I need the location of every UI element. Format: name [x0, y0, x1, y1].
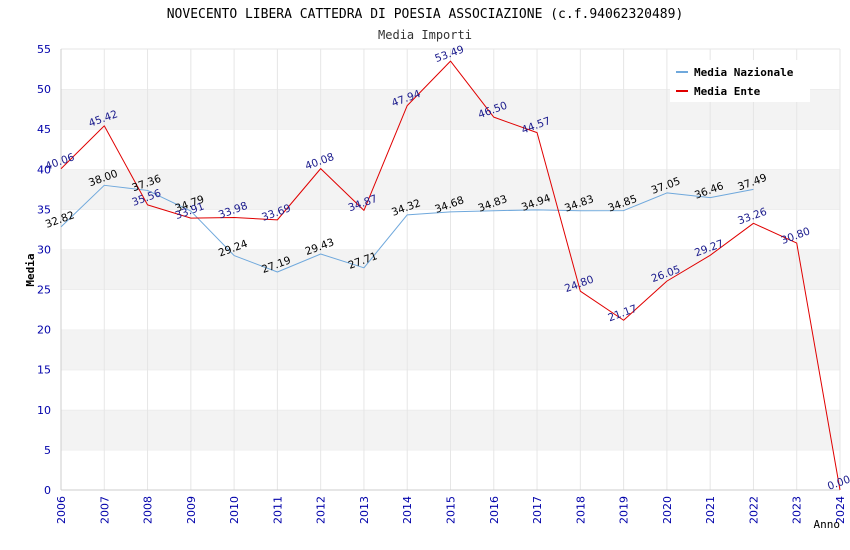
y-tick-label: 25 — [37, 284, 51, 297]
y-tick-label: 50 — [37, 83, 51, 96]
legend-label: Media Nazionale — [694, 66, 794, 79]
y-tick-label: 55 — [37, 43, 51, 56]
y-tick-label: 45 — [37, 123, 51, 136]
legend: Media Nazionale Media Ente — [670, 60, 810, 102]
x-tick-label: 2019 — [618, 496, 631, 524]
x-tick-label: 2022 — [747, 496, 760, 524]
x-tick-label: 2018 — [574, 496, 587, 524]
x-tick-label: 2014 — [401, 496, 414, 524]
x-tick-label: 2008 — [142, 496, 155, 524]
y-tick-label: 20 — [37, 324, 51, 337]
x-axis-label: Anno — [814, 518, 841, 531]
y-tick-label: 5 — [44, 444, 51, 457]
chart-title: NOVECENTO LIBERA CATTEDRA DI POESIA ASSO… — [167, 7, 684, 22]
x-tick-label: 2010 — [228, 496, 241, 524]
x-tick-label: 2024 — [834, 496, 847, 524]
y-tick-label: 40 — [37, 163, 51, 176]
x-tick-label: 2013 — [358, 496, 371, 524]
x-tick-label: 2016 — [488, 496, 501, 524]
x-tick-labels: 2006 2007 2008 2009 2010 2011 2012 2013 2014 2015… — [55, 496, 847, 524]
legend-box — [670, 60, 810, 102]
x-tick-label: 2023 — [791, 496, 804, 524]
series-line-ente — [60, 60, 841, 491]
legend-label: Media Ente — [694, 85, 761, 98]
y-tick-label: 35 — [37, 203, 51, 216]
y-tick-label: 15 — [37, 364, 51, 377]
x-tick-label: 2020 — [661, 496, 674, 524]
x-tick-label: 2011 — [271, 496, 284, 524]
chart-subtitle: Media Importi — [378, 28, 472, 42]
series-lines — [60, 60, 841, 491]
x-tick-label: 2021 — [704, 496, 717, 524]
y-tick-label: 10 — [37, 404, 51, 417]
y-tick-label: 30 — [37, 243, 51, 256]
x-tick-label: 2012 — [315, 496, 328, 524]
x-tick-label: 2006 — [55, 496, 68, 524]
y-tick-labels: 0 5 10 15 20 25 30 35 40 45 50 55 — [37, 43, 51, 497]
y-axis-label: Media — [24, 253, 37, 286]
x-tick-label: 2009 — [185, 496, 198, 524]
x-tick-label: 2017 — [531, 496, 544, 524]
axes — [60, 49, 840, 491]
series-line-nazionale — [60, 184, 754, 273]
x-tick-label: 2007 — [98, 496, 111, 524]
x-tick-label: 2015 — [445, 496, 458, 524]
y-tick-label: 0 — [44, 484, 51, 497]
